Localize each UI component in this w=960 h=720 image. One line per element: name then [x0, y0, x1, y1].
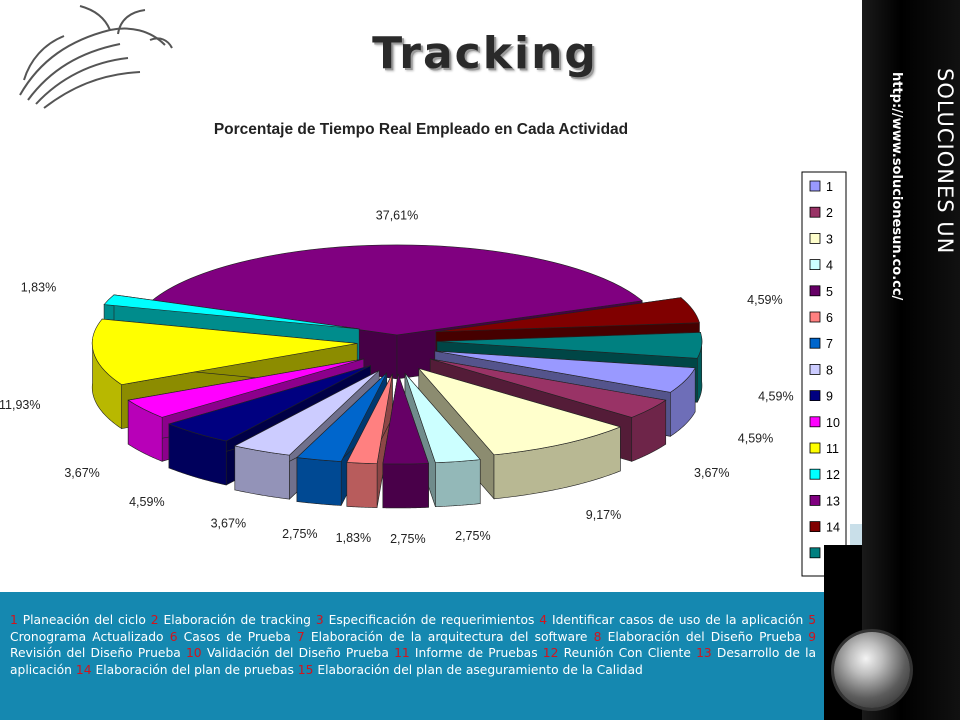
legend-label-1: 1: [826, 180, 833, 194]
legend-label-7: 7: [826, 337, 833, 351]
legend-label-10: 10: [826, 416, 840, 430]
data-label-10: 3,67%: [64, 466, 99, 480]
activity-number-13: 13: [696, 646, 717, 660]
data-label-12: 1,83%: [21, 280, 56, 294]
legend-swatch-3: [809, 232, 821, 244]
legend-swatch-9: [809, 390, 821, 402]
activity-name-11: Informe de Pruebas: [414, 646, 543, 660]
chart-title: Porcentaje de Tiempo Real Empleado en Ca…: [214, 121, 628, 138]
legend-swatch-4: [809, 259, 821, 271]
legend-swatch-1: [809, 180, 821, 192]
legend-label-9: 9: [826, 390, 833, 404]
activity-number-12: 12: [542, 646, 564, 660]
bird-logo: [19, 5, 173, 109]
activity-name-14: Elaboración del plan de pruebas: [95, 662, 298, 677]
data-label-2: 3,67%: [694, 466, 729, 480]
pie-slices: [91, 244, 703, 509]
legend-swatch-5: [809, 285, 821, 297]
legend-label-8: 8: [826, 363, 833, 377]
activity-name-10: Validación del Diseño Prueba: [206, 646, 395, 660]
legend-label-2: 2: [826, 206, 833, 220]
data-label-8: 3,67%: [211, 517, 246, 531]
data-label-9: 4,59%: [129, 495, 164, 509]
legend-label-5: 5: [826, 285, 833, 299]
data-label-5: 2,75%: [390, 532, 425, 546]
activity-number-11: 11: [394, 646, 415, 660]
legend-swatch-6: [809, 311, 821, 323]
activity-number-9: 9: [808, 629, 817, 644]
data-label-1: 4,59%: [738, 432, 773, 446]
activity-name-1: Planeación del ciclo: [22, 613, 151, 627]
brand-name: SOLUCIONES UN: [933, 68, 957, 255]
legend-swatch-7: [809, 337, 821, 349]
data-label-4: 2,75%: [455, 529, 490, 543]
data-label-6: 1,83%: [336, 531, 371, 545]
activity-number-15: 15: [297, 662, 318, 677]
pie-slice-3: [417, 367, 622, 500]
activity-number-1: 1: [10, 613, 23, 627]
legend-label-11: 11: [826, 442, 839, 456]
activity-name-13: Desarrollo de la aplicación: [10, 646, 817, 677]
pie-slice-5: [382, 373, 429, 509]
footer-panel: [0, 592, 824, 720]
legend-swatch-13: [809, 494, 821, 506]
legend-swatch-10: [809, 416, 821, 428]
legend-box: [801, 171, 847, 577]
legend-label-3: 3: [826, 232, 833, 246]
activity-name-5: Cronograma Actualizado: [10, 629, 170, 644]
legend-label-6: 6: [826, 311, 833, 325]
pie-chart: Porcentaje de Tiempo Real Empleado en Ca…: [0, 121, 847, 577]
data-label-7: 2,75%: [282, 527, 317, 541]
activity-name-15: Elaboración del plan de aseguramiento de…: [317, 662, 643, 677]
legend-swatch-8: [809, 363, 821, 375]
data-labels: 4,59% 3,67% 9,17% 2,75% 2,75% 1,83% 2,75% 3,67%…: [0, 209, 794, 546]
activity-number-14: 14: [75, 662, 96, 677]
legend-label-13: 13: [826, 494, 840, 508]
activity-number-4: 4: [539, 613, 552, 627]
data-label-13: 37,61%: [376, 209, 418, 223]
legend-label-4: 4: [826, 259, 833, 273]
activity-name-4: Identificar casos de uso de la aplicació…: [552, 613, 809, 627]
data-label-15: 4,59%: [758, 389, 793, 403]
legend-swatch-15: [809, 547, 821, 559]
activity-name-9: Revisión del Diseño Prueba: [10, 646, 186, 660]
data-label-11: 11,93%: [0, 398, 40, 412]
activity-number-7: 7: [296, 629, 311, 644]
side-bar: [862, 0, 960, 720]
activity-name-6: Casos de Prueba: [183, 629, 297, 644]
footer-accent: [850, 524, 862, 546]
activity-number-6: 6: [169, 629, 184, 644]
site-url: http://www.solucionesun.co.cc/: [889, 72, 904, 301]
activity-name-8: Elaboración del Diseño Prueba: [607, 629, 809, 644]
activity-name-3: Especificación de requerimientos: [328, 613, 540, 627]
data-label-3: 9,17%: [586, 508, 621, 522]
activity-name-7: Elaboración de la arquitectura del softw…: [310, 629, 594, 644]
activity-number-3: 3: [315, 613, 329, 627]
legend-swatch-12: [809, 468, 821, 480]
legend-label-14: 14: [826, 521, 840, 535]
legend-label-12: 12: [826, 468, 840, 482]
legend-swatch-11: [809, 442, 821, 454]
activity-number-8: 8: [593, 629, 608, 644]
data-label-14: 4,59%: [747, 293, 782, 307]
activity-legend-text: 1 Planeación del ciclo 2 Elaboración de …: [10, 612, 816, 678]
legend-swatch-2: [809, 206, 821, 218]
pie-slice-6: [346, 373, 393, 508]
activity-number-10: 10: [185, 646, 207, 660]
activity-name-12: Reunión Con Cliente: [563, 646, 697, 660]
slide-title: Tracking: [372, 28, 598, 79]
orb-decoration: [834, 632, 910, 708]
activity-number-2: 2: [150, 613, 164, 627]
legend-swatch-14: [809, 521, 821, 532]
activity-number-5: 5: [808, 613, 817, 627]
activity-name-2: Elaboración de tracking: [163, 613, 316, 627]
